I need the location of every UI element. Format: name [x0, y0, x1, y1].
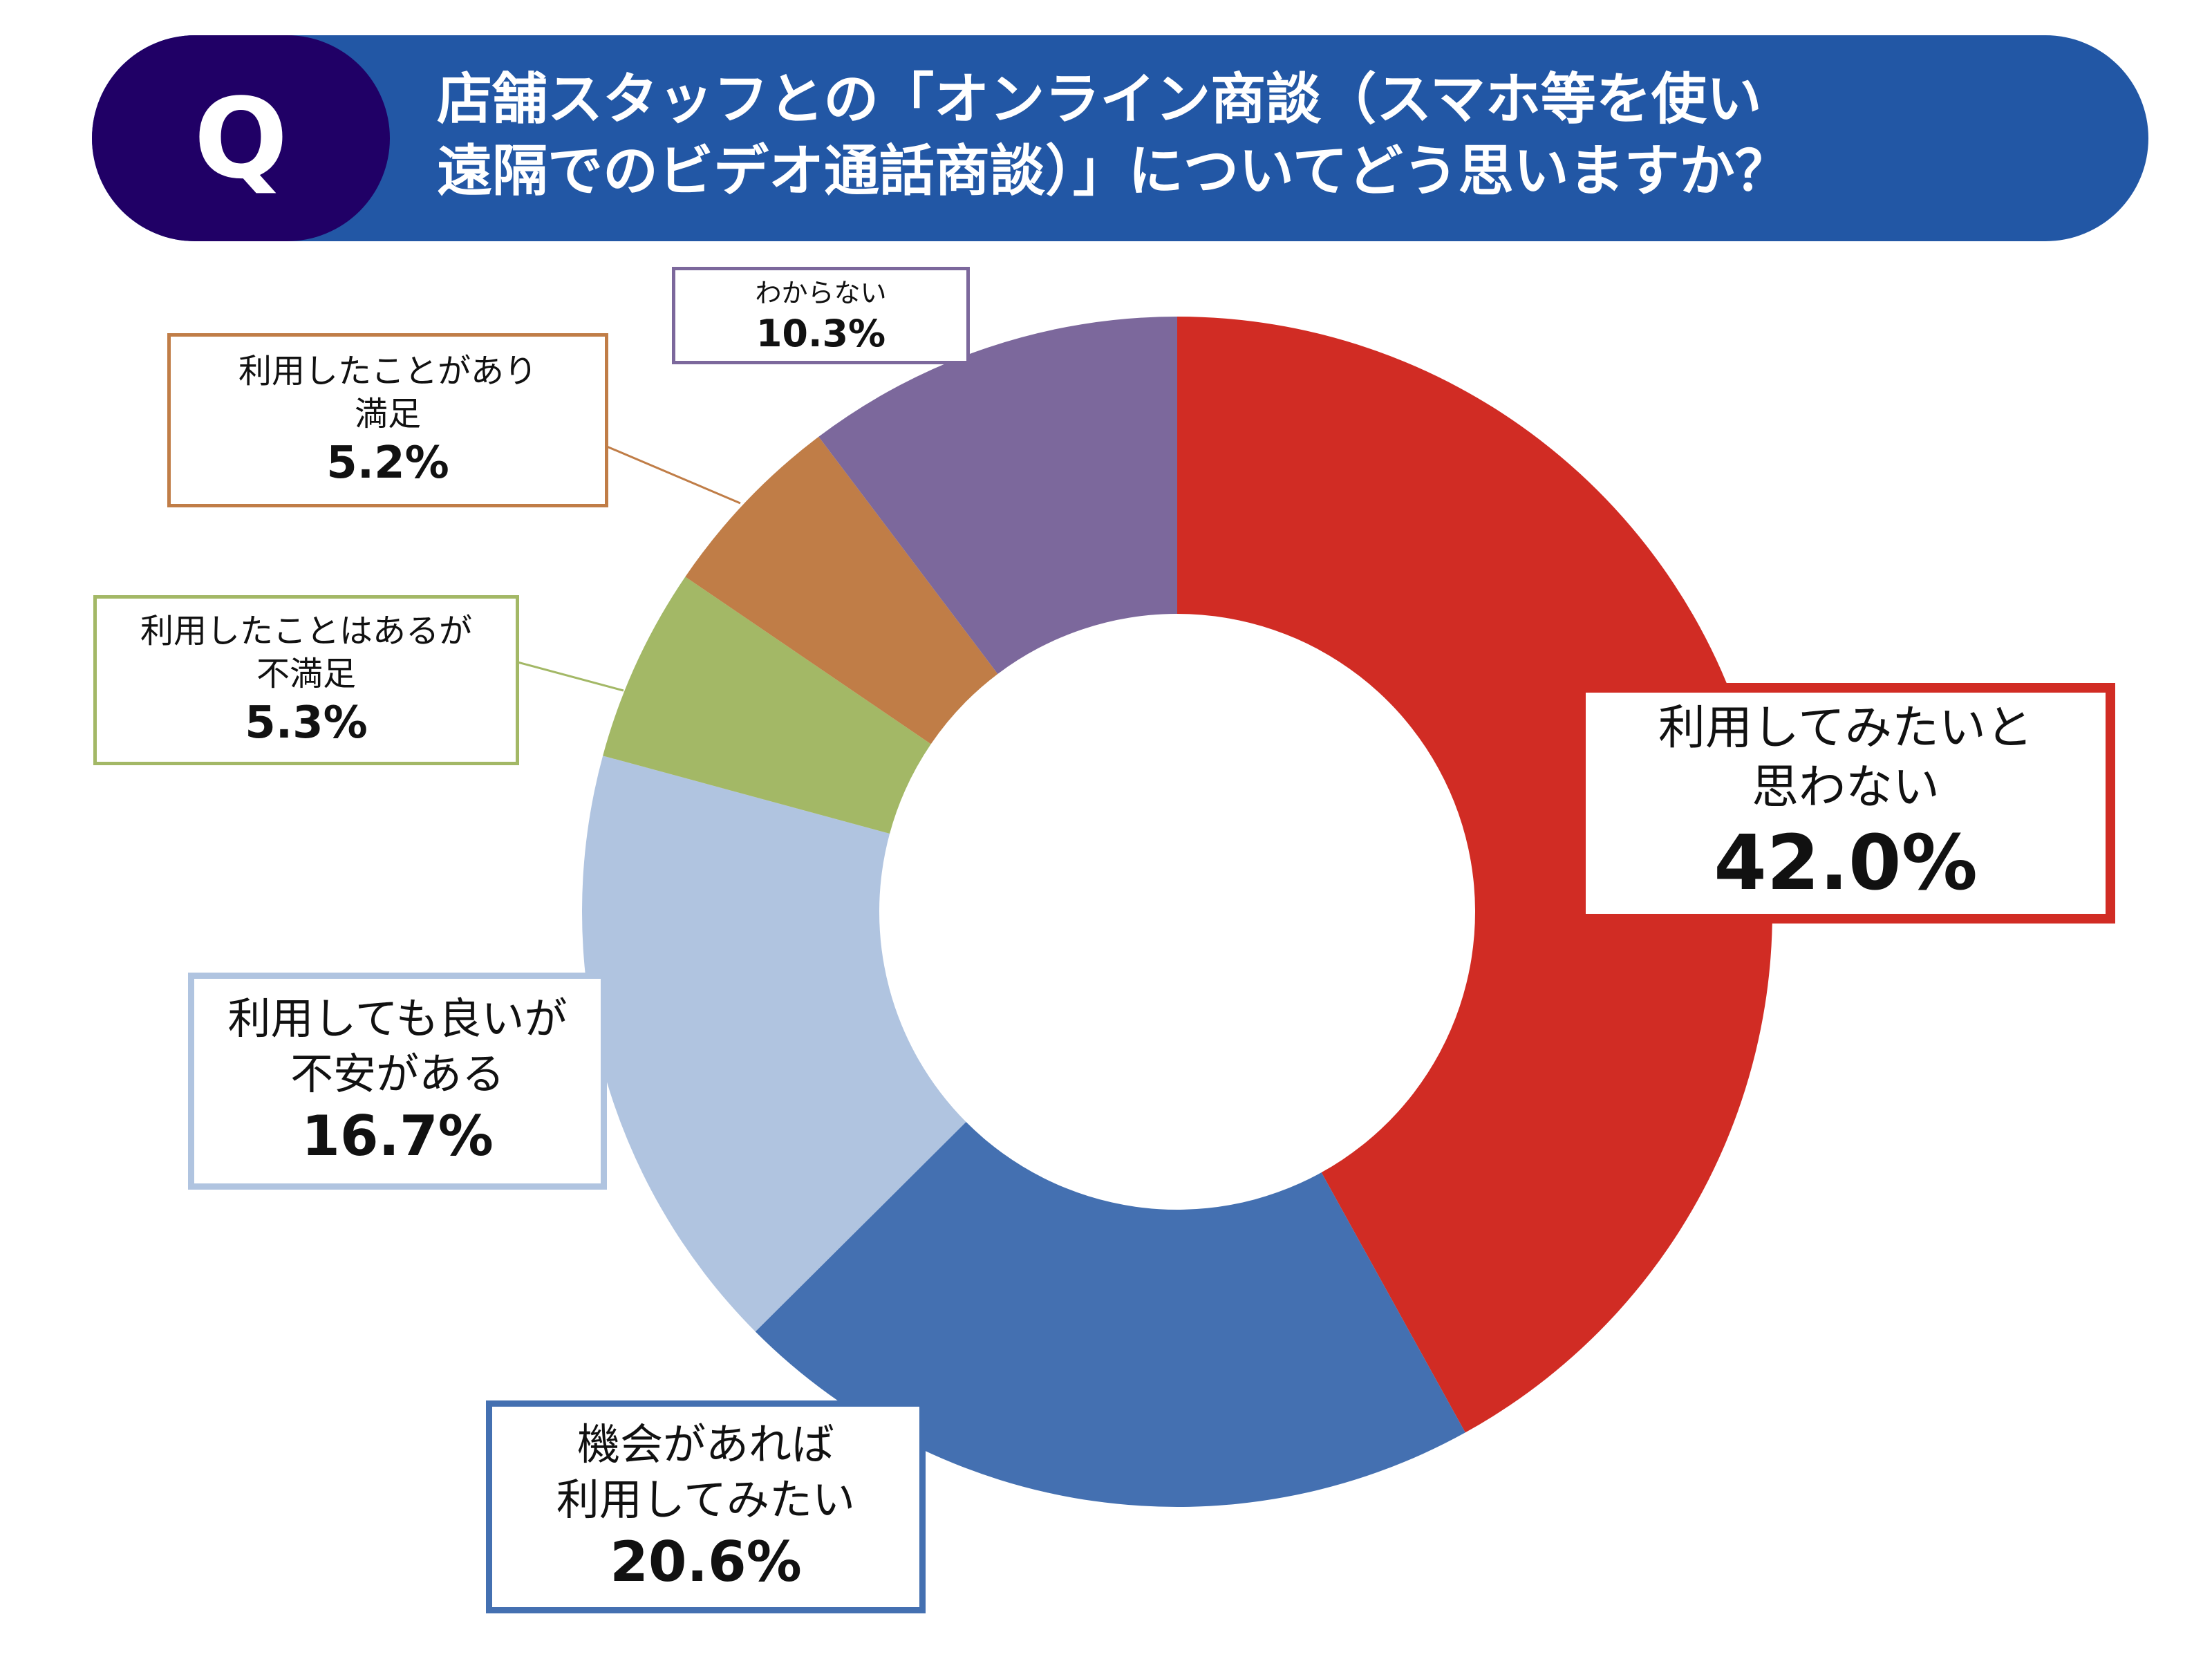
label-text: 利用したことはあるが	[140, 612, 472, 650]
label-dont-know: わからない 10.3%	[672, 267, 970, 364]
label-want-if-chance: 機会があれば 利用してみたい 20.6%	[486, 1400, 926, 1613]
donut-slice-2	[581, 756, 966, 1332]
q-letter: Q	[194, 73, 288, 203]
title-line-1: 店舗スタッフとの「オンライン商談（スマホ等を使い	[437, 67, 1762, 131]
q-badge: Q	[92, 35, 390, 241]
label-text: 利用したことがあり	[238, 352, 537, 391]
data-label: 42.0%	[1714, 818, 1978, 907]
title-line-2: 遠隔でのビデオ通話商談）」についてどう思いますか？	[437, 139, 1790, 203]
label-text: 利用してみたいと	[1658, 701, 2033, 756]
label-text: 不安がある	[290, 1049, 505, 1099]
question-title: 店舗スタッフとの「オンライン商談（スマホ等を使い 遠隔でのビデオ通話商談）」につ…	[437, 64, 2110, 207]
leader-line-unsatisfied	[517, 661, 624, 692]
label-used-unsatisfied: 利用したことはあるが 不満足 5.3%	[93, 595, 519, 765]
label-used-satisfied: 利用したことがあり 満足 5.2%	[167, 333, 608, 507]
label-text: わからない	[755, 277, 887, 308]
donut-slice-4	[685, 436, 998, 744]
donut-slice-1	[755, 1122, 1465, 1507]
question-banner	[92, 35, 2148, 241]
label-text: 思わない	[1751, 760, 1940, 815]
donut-slice-5	[818, 317, 1177, 674]
label-text: 機会があれば	[577, 1419, 834, 1470]
donut-slice-3	[603, 577, 931, 834]
data-label: 16.7%	[301, 1104, 494, 1168]
data-label: 5.2%	[326, 438, 449, 489]
donut-slice-0	[1177, 317, 1773, 1433]
data-label: 20.6%	[610, 1530, 802, 1594]
label-text: 利用しても良いが	[227, 993, 568, 1044]
label-text: 満足	[354, 395, 421, 433]
leader-line-satisfied	[606, 445, 741, 505]
data-label: 10.3%	[756, 311, 886, 355]
data-label: 5.3%	[245, 697, 368, 749]
label-text: 利用してみたい	[556, 1474, 856, 1525]
label-ok-but-anxious: 利用しても良いが 不安がある 16.7%	[188, 973, 607, 1190]
label-not-want: 利用してみたいと 思わない 42.0%	[1576, 683, 2115, 924]
label-text: 不満足	[256, 655, 356, 693]
